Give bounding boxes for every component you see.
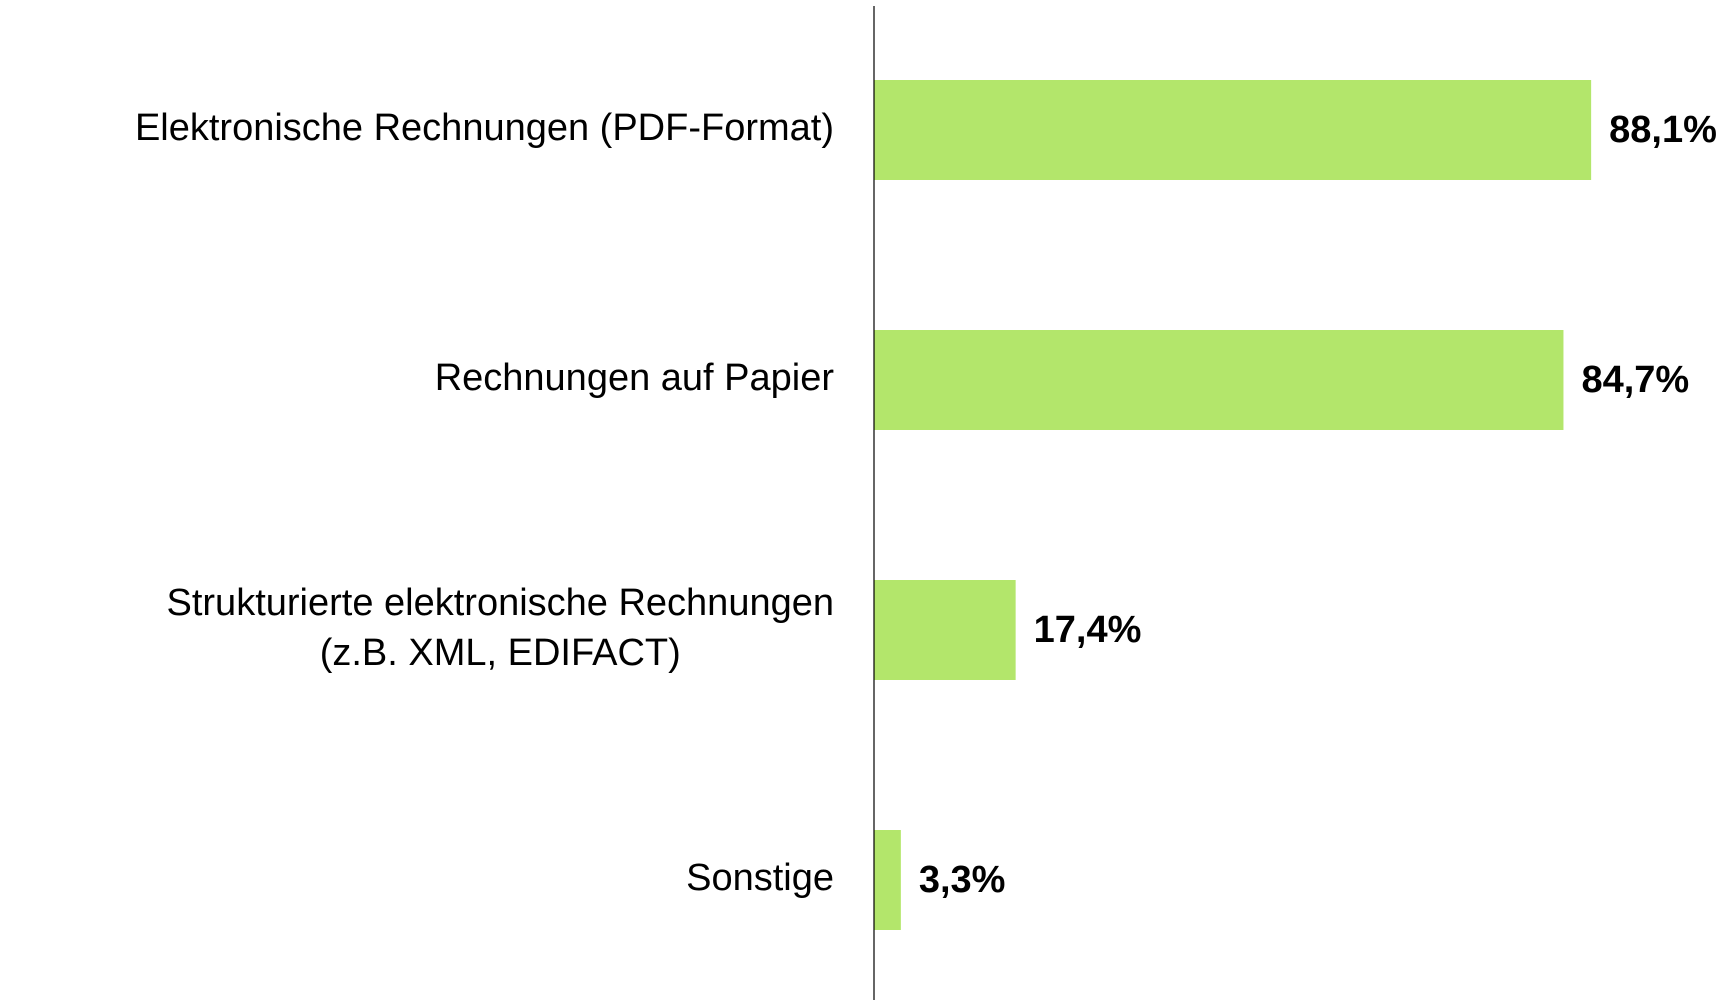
value-label: 3,3% [919, 859, 1006, 901]
category-label: Rechnungen auf Papier [435, 357, 835, 399]
category-label: Elektronische Rechnungen (PDF-Format) [135, 107, 834, 149]
value-label: 84,7% [1581, 359, 1689, 401]
value-label: 17,4% [1034, 609, 1142, 651]
bar [874, 330, 1564, 430]
category-label-line: Strukturierte elektronische Rechnungen [167, 582, 835, 624]
value-label: 88,1% [1609, 109, 1717, 151]
category-label: Sonstige [686, 857, 834, 899]
bar [874, 580, 1016, 680]
category-label: Strukturierte elektronische Rechnungen (z… [167, 582, 835, 674]
bar [874, 830, 901, 930]
category-label-line: (z.B. XML, EDIFACT) [320, 632, 681, 674]
bar [874, 80, 1592, 180]
